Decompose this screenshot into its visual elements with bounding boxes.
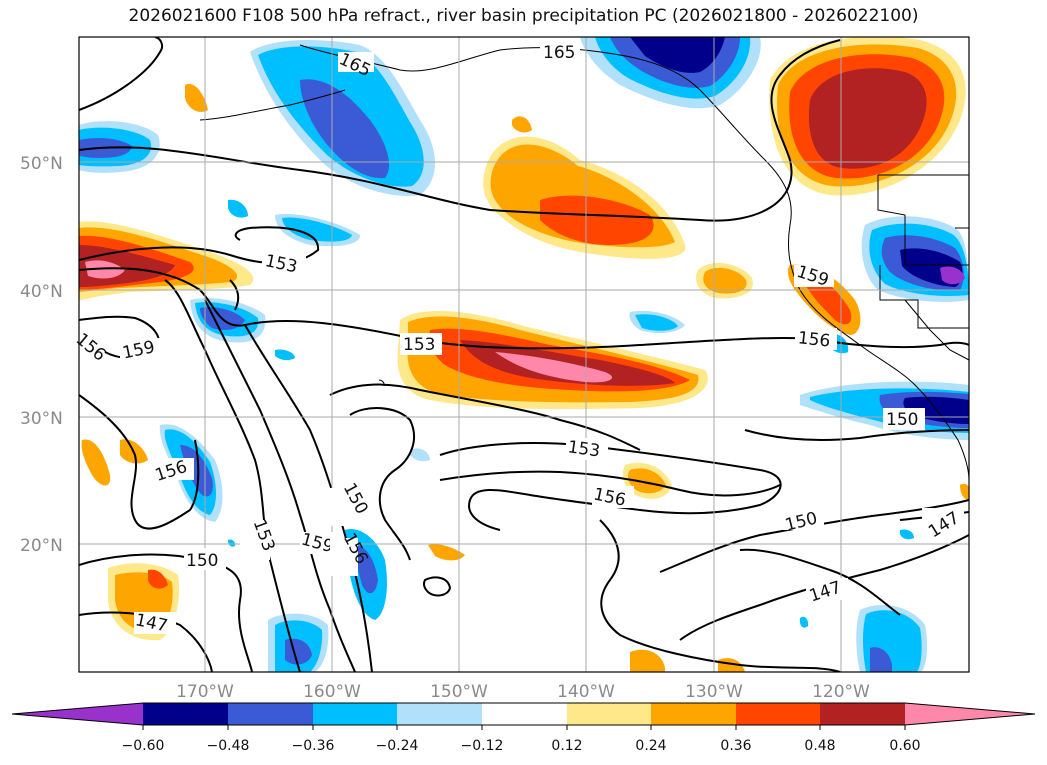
lon-label: 120°W bbox=[812, 682, 870, 702]
contour-label: 153 bbox=[262, 251, 306, 277]
coastlines bbox=[199, 44, 969, 481]
colorbar-label: 0.48 bbox=[804, 738, 835, 754]
contour-label: 147 bbox=[806, 577, 848, 607]
contour-label: 159 bbox=[120, 337, 162, 363]
colorbar-label: 0.12 bbox=[551, 738, 582, 754]
colorbar-label: 0.24 bbox=[635, 738, 666, 754]
precip-positive-shading bbox=[79, 37, 969, 672]
graticule bbox=[79, 37, 969, 672]
colorbar-label: 0.60 bbox=[889, 738, 920, 754]
svg-text:153: 153 bbox=[403, 335, 435, 355]
contour-label: 153 bbox=[566, 437, 608, 462]
lon-label: 130°W bbox=[685, 682, 743, 702]
svg-text:156: 156 bbox=[797, 328, 831, 351]
svg-text:150: 150 bbox=[886, 410, 918, 430]
map-layers bbox=[79, 37, 969, 672]
colorbar-segment bbox=[820, 703, 905, 725]
colorbar-segment bbox=[482, 703, 567, 725]
colorbar-label: −0.48 bbox=[207, 738, 250, 754]
svg-text:165: 165 bbox=[543, 43, 575, 63]
lon-label: 170°W bbox=[176, 682, 234, 702]
colorbar-label: −0.60 bbox=[122, 738, 165, 754]
contour-label: 150 bbox=[184, 548, 226, 571]
lat-label: 50°N bbox=[20, 154, 63, 174]
colorbar-segment bbox=[397, 703, 482, 725]
colorbar-segment bbox=[313, 703, 397, 725]
lat-label: 40°N bbox=[20, 282, 63, 302]
colorbar-segment bbox=[567, 703, 651, 725]
svg-text:150: 150 bbox=[186, 551, 218, 571]
refractivity-contours bbox=[79, 37, 969, 672]
colorbar-segment bbox=[143, 703, 228, 725]
lon-label: 160°W bbox=[303, 682, 361, 702]
contour-label: 147 bbox=[134, 610, 176, 636]
colorbar-label: −0.24 bbox=[376, 738, 419, 754]
lon-label: 150°W bbox=[430, 682, 488, 702]
colorbar-extend-min bbox=[12, 703, 143, 725]
colorbar-ticks bbox=[142, 725, 906, 730]
colorbar-label: −0.36 bbox=[292, 738, 335, 754]
map-title: 2026021600 F108 500 hPa refract., river … bbox=[128, 6, 919, 26]
contour-labels: 165 165 153 153 159 159 156 156 156 153 … bbox=[72, 41, 964, 636]
colorbar-label: 0.36 bbox=[720, 738, 751, 754]
colorbar-segment bbox=[736, 703, 820, 725]
contour-label: 150 bbox=[883, 408, 925, 430]
latitude-labels: 50°N 40°N 30°N 20°N bbox=[20, 154, 63, 556]
colorbar-extend-max bbox=[905, 703, 1035, 725]
svg-text:153: 153 bbox=[566, 437, 601, 461]
lon-label: 140°W bbox=[557, 682, 615, 702]
colorbar-segment bbox=[228, 703, 313, 725]
contour-label: 159 bbox=[794, 262, 834, 291]
longitude-labels: 170°W 160°W 150°W 140°W 130°W 120°W bbox=[176, 682, 870, 702]
colorbar: −0.60 −0.48 −0.36 −0.24 −0.12 0.12 0.24 … bbox=[11, 702, 1036, 754]
contour-label: 147 bbox=[922, 508, 964, 542]
colorbar-segment bbox=[651, 703, 736, 725]
lat-label: 30°N bbox=[20, 409, 63, 429]
plot-frame bbox=[78, 36, 970, 673]
colorbar-label: −0.12 bbox=[461, 738, 504, 754]
lat-label: 20°N bbox=[20, 536, 63, 556]
contour-label: 165 bbox=[540, 41, 580, 63]
contour-label: 156 bbox=[592, 484, 634, 511]
contour-label: 153 bbox=[400, 333, 442, 355]
contour-label: 156 bbox=[795, 328, 837, 352]
